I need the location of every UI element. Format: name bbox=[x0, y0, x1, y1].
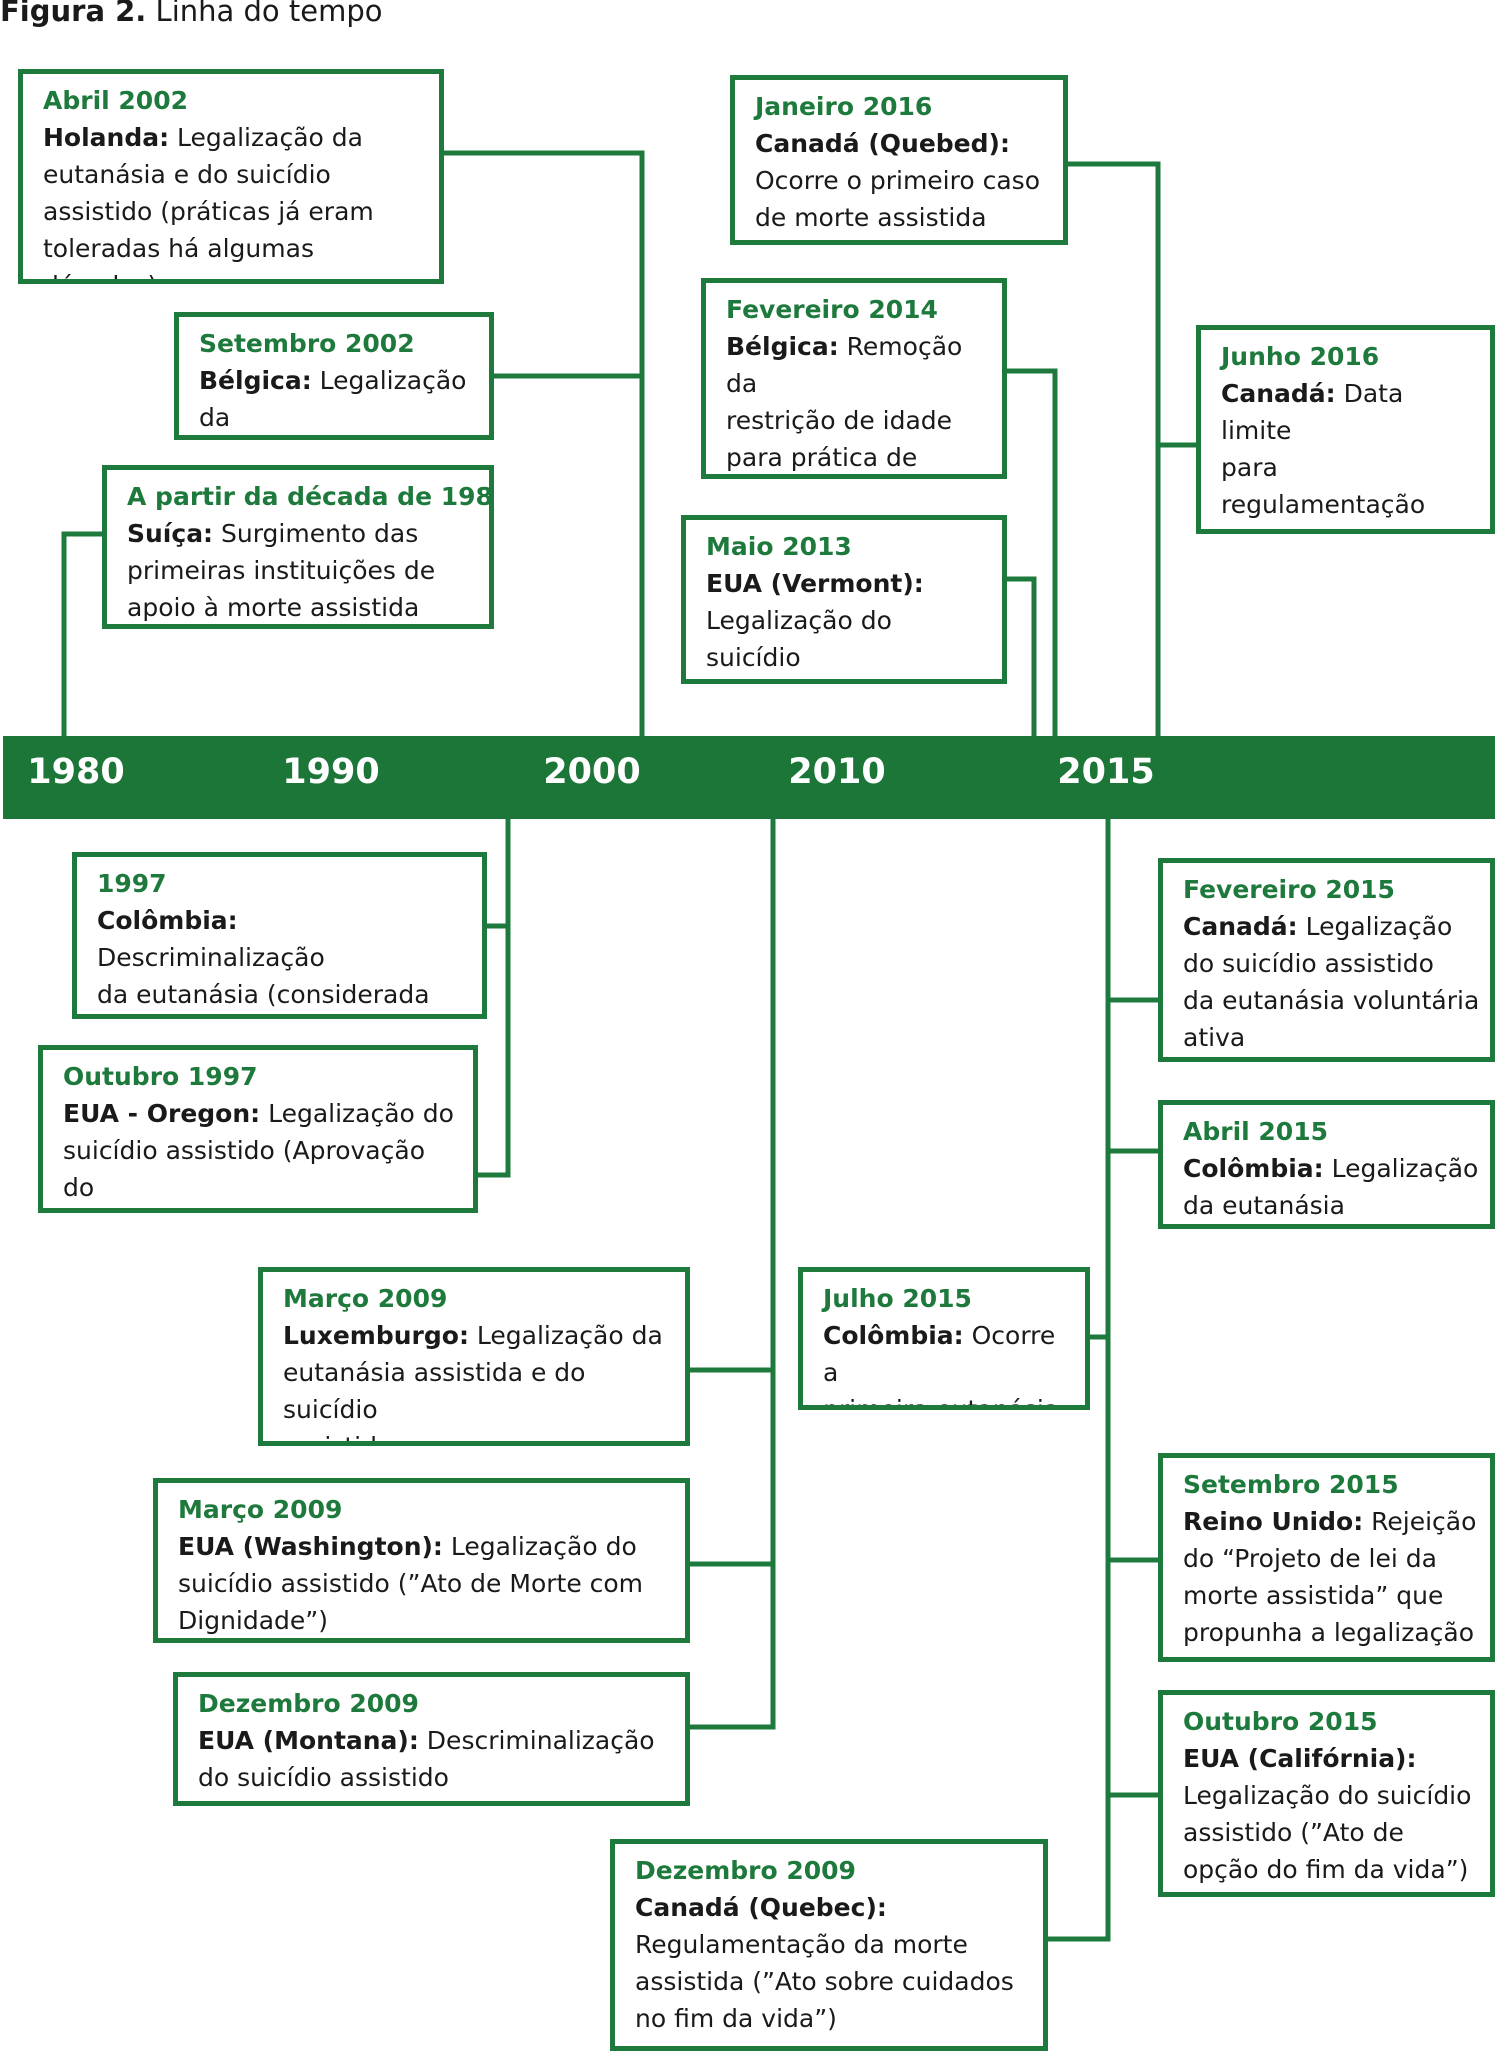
event-description: Descriminalização da eutanásia (consider… bbox=[97, 943, 430, 1009]
connector-maio-2013 bbox=[1007, 576, 1037, 736]
event-place: Canadá: bbox=[1221, 379, 1336, 408]
event-description: Data limite para regulamentação da morte… bbox=[1221, 379, 1452, 529]
event-box: Dezembro 2009 Canadá (Quebec): Regulament… bbox=[610, 1839, 1048, 2051]
event-box: Julho 2015 Colômbia: Ocorre a primeira eu… bbox=[798, 1267, 1090, 1410]
event-description: Legalização do suicídio assistido (”Ato … bbox=[178, 1532, 644, 1635]
event-date: Setembro 2015 bbox=[1183, 1470, 1399, 1499]
event-box: Maio 2013 EUA (Vermont): Legalização do s… bbox=[681, 515, 1007, 684]
event-box: Março 2009 Luxemburgo: Legalização da eut… bbox=[258, 1267, 690, 1446]
event-description: Ocorre o primeiro caso de morte assistid… bbox=[755, 166, 1040, 232]
event-place: Canadá (Quebed): bbox=[755, 129, 1010, 158]
event-box: Dezembro 2009 EUA (Montana): Descriminali… bbox=[173, 1672, 690, 1806]
event-box: 1997 Colômbia: Descriminalização da eutan… bbox=[72, 852, 487, 1019]
event-place: EUA (Vermont): bbox=[706, 569, 924, 598]
event-place: Colômbia: bbox=[823, 1321, 964, 1350]
connector-1997-stem bbox=[478, 819, 511, 1178]
event-description: Legalização do suicídio assistido (”Ato … bbox=[1183, 1781, 1472, 1884]
event-box: Fevereiro 2015 Canadá: Legalização do sui… bbox=[1158, 858, 1495, 1062]
event-place: Holanda: bbox=[43, 123, 170, 152]
event-date: Janeiro 2016 bbox=[755, 92, 933, 121]
event-place: Bélgica: bbox=[199, 366, 312, 395]
event-date: 1997 bbox=[97, 869, 167, 898]
event-date: Abril 2002 bbox=[43, 86, 188, 115]
connector-abril-2002 bbox=[444, 150, 645, 736]
year-label-1980: 1980 bbox=[27, 752, 125, 792]
event-date: Outubro 1997 bbox=[63, 1062, 258, 1091]
event-date: Março 2009 bbox=[283, 1284, 448, 1313]
event-date: Abril 2015 bbox=[1183, 1117, 1328, 1146]
event-box: Março 2009 EUA (Washington): Legalização … bbox=[153, 1478, 690, 1643]
event-description: Legalização da eutanásia bbox=[199, 366, 467, 432]
event-date: Outubro 2015 bbox=[1183, 1707, 1378, 1736]
event-date: Maio 2013 bbox=[706, 532, 852, 561]
event-description: Remoção da restrição de idade para práti… bbox=[726, 332, 963, 472]
event-box: Janeiro 2016 Canadá (Quebed): Ocorre o pr… bbox=[730, 75, 1068, 245]
event-date: A partir da década de 1980 bbox=[127, 482, 494, 511]
connector-janeiro-2016 bbox=[1068, 161, 1161, 736]
event-date: Setembro 2002 bbox=[199, 329, 415, 358]
event-place: Canadá: bbox=[1183, 912, 1298, 941]
event-place: EUA (Califórnia): bbox=[1183, 1744, 1417, 1773]
event-date: Fevereiro 2015 bbox=[1183, 875, 1395, 904]
event-place: Colômbia: bbox=[1183, 1154, 1324, 1183]
figure-title: Figura 2. Linha do tempo bbox=[0, 0, 383, 28]
event-date: Março 2009 bbox=[178, 1495, 343, 1524]
event-place: Colômbia: bbox=[97, 906, 238, 935]
event-description: Ocorre a primeira eutanásia bbox=[823, 1321, 1060, 1410]
connector-1980 bbox=[61, 531, 102, 736]
event-box: Abril 2002 Holanda: Legalização da eutaná… bbox=[18, 69, 444, 284]
event-place: Luxemburgo: bbox=[283, 1321, 469, 1350]
event-box: Setembro 2015 Reino Unido: Rejeição do “P… bbox=[1158, 1453, 1495, 1662]
event-box: Outubro 1997 EUA - Oregon: Legalização do… bbox=[38, 1045, 478, 1213]
event-place: Bélgica: bbox=[726, 332, 839, 361]
event-date: Dezembro 2009 bbox=[198, 1689, 419, 1718]
event-description: Regulamentação da morte assistida (”Ato … bbox=[635, 1930, 1014, 2033]
year-label-2015: 2015 bbox=[1057, 752, 1155, 792]
event-date: Dezembro 2009 bbox=[635, 1856, 856, 1885]
year-label-1990: 1990 bbox=[282, 752, 380, 792]
year-label-2010: 2010 bbox=[788, 752, 886, 792]
connector-fevereiro-2014 bbox=[1007, 368, 1058, 736]
event-description: Rejeição do “Projeto de lei da morte ass… bbox=[1183, 1507, 1477, 1647]
event-description: Surgimento das primeiras instituições de… bbox=[127, 519, 436, 622]
event-date: Junho 2016 bbox=[1221, 342, 1380, 371]
event-place: Reino Unido: bbox=[1183, 1507, 1364, 1536]
event-place: Suíça: bbox=[127, 519, 214, 548]
event-box: Abril 2015 Colômbia: Legalização da eutan… bbox=[1158, 1100, 1495, 1229]
event-description: Legalização do suicídio assistido bbox=[706, 606, 892, 672]
event-box: Outubro 2015 EUA (Califórnia): Legalizaçã… bbox=[1158, 1690, 1495, 1897]
event-description: Legalização do suicídio assistido (Aprov… bbox=[63, 1099, 454, 1202]
event-description: Legalização da eutanásia assistida e do … bbox=[283, 1321, 663, 1441]
figure-label: Figura 2. bbox=[0, 0, 147, 28]
connector-2015-stem bbox=[1048, 819, 1111, 1942]
event-box: A partir da década de 1980 Suíça: Surgime… bbox=[102, 465, 494, 629]
event-place: EUA (Washington): bbox=[178, 1532, 443, 1561]
figure-title-text: Linha do tempo bbox=[155, 0, 383, 28]
event-description: Legalização da eutanásia e do suicídio a… bbox=[43, 123, 374, 279]
event-description: Legalização da eutanásia bbox=[1183, 1154, 1479, 1220]
event-place: EUA (Montana): bbox=[198, 1726, 419, 1755]
year-label-2000: 2000 bbox=[543, 752, 641, 792]
timeline-bar bbox=[3, 736, 1495, 819]
event-date: Julho 2015 bbox=[823, 1284, 972, 1313]
event-place: Canadá (Quebec): bbox=[635, 1893, 887, 1922]
event-box: Junho 2016 Canadá: Data limite para regul… bbox=[1196, 325, 1495, 534]
connector-2010-stem bbox=[690, 819, 776, 1730]
event-box: Setembro 2002 Bélgica: Legalização da eut… bbox=[174, 312, 494, 440]
event-description: Legalização do suicídio assistido da eut… bbox=[1183, 912, 1480, 1052]
event-description: Descriminalização do suicídio assistido bbox=[198, 1726, 655, 1792]
event-box: Fevereiro 2014 Bélgica: Remoção da restri… bbox=[701, 278, 1007, 479]
event-date: Fevereiro 2014 bbox=[726, 295, 938, 324]
event-place: EUA - Oregon: bbox=[63, 1099, 261, 1128]
